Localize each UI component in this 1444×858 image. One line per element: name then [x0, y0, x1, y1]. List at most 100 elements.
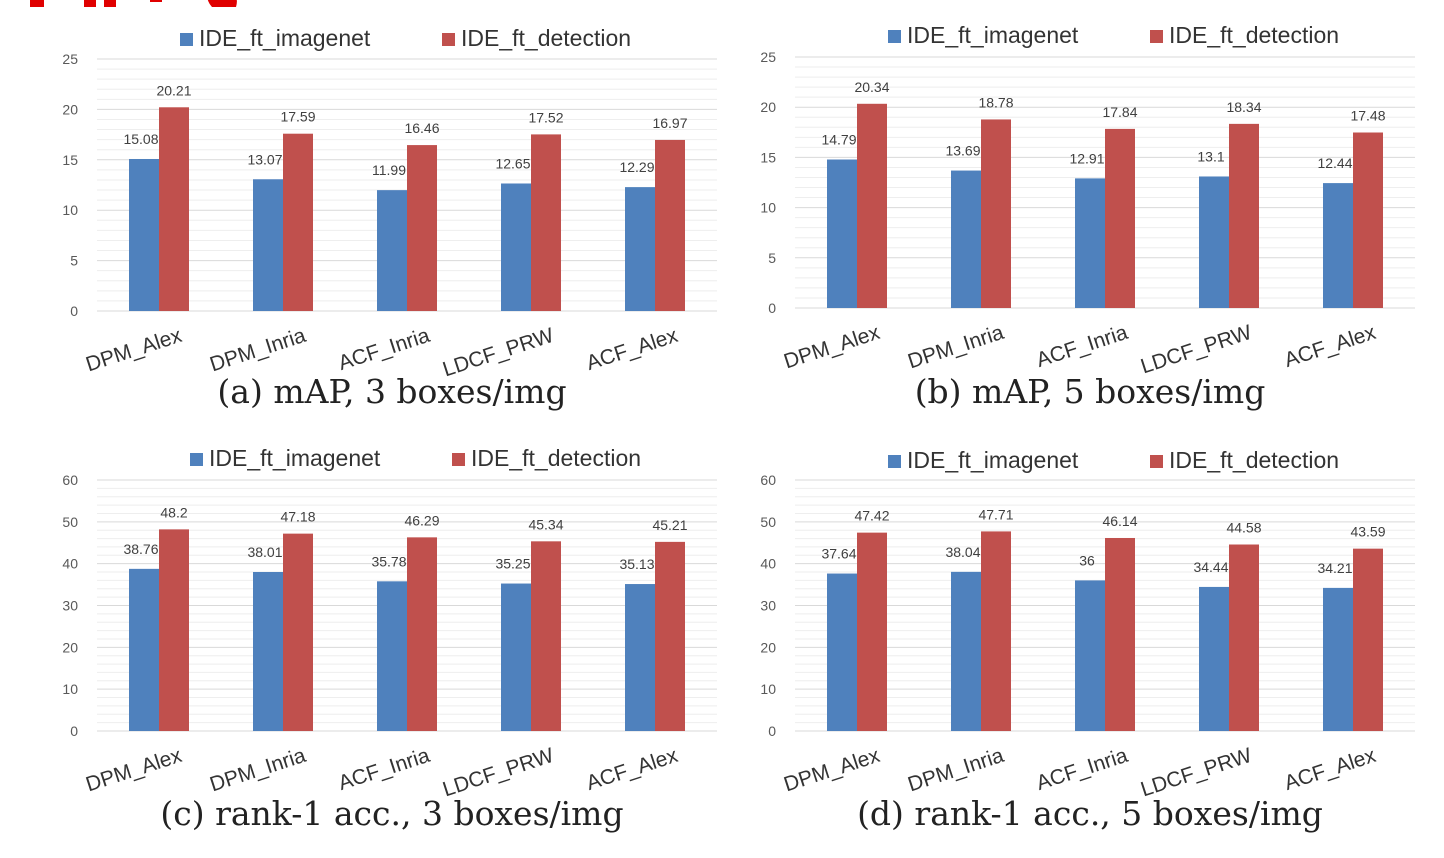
- y-tick-label: 5: [768, 250, 776, 266]
- y-tick-label: 30: [62, 598, 78, 614]
- chart-caption: (c) rank-1 acc., 3 boxes/img: [160, 794, 623, 833]
- legend-label: IDE_ft_imagenet: [907, 447, 1079, 473]
- y-tick-label: 0: [768, 300, 776, 316]
- bar: [655, 541, 685, 731]
- chart-caption: (a) mAP, 3 boxes/img: [217, 372, 566, 411]
- legend-label: IDE_ft_imagenet: [209, 445, 381, 471]
- y-tick-label: 0: [70, 303, 78, 319]
- data-label: 38.04: [945, 544, 980, 560]
- bar: [1199, 586, 1229, 731]
- data-label: 18.34: [1226, 99, 1261, 115]
- legend-label: IDE_ft_detection: [1169, 22, 1339, 48]
- data-label: 13.07: [247, 151, 282, 167]
- y-tick-label: 25: [62, 51, 78, 67]
- data-label: 13.69: [945, 143, 980, 159]
- bar: [1105, 128, 1135, 308]
- data-label: 11.99: [372, 162, 406, 178]
- series-2: 20.34 18.78 17.84 18.34 17.48: [854, 79, 1386, 309]
- legend-label: IDE_ft_imagenet: [907, 22, 1079, 48]
- legend-swatch: [180, 33, 193, 46]
- data-label: 47.18: [280, 509, 315, 525]
- y-tick-label: 40: [62, 556, 78, 572]
- category-label: ACF_Alex: [1282, 744, 1379, 795]
- bar: [981, 531, 1011, 731]
- bar: [827, 573, 857, 731]
- y-tick-label: 20: [62, 639, 78, 655]
- legend-label: IDE_ft_imagenet: [199, 25, 371, 51]
- cropped-heading-fragment: [30, 0, 237, 7]
- legend-label: IDE_ft_detection: [1169, 447, 1339, 473]
- data-label: 47.42: [854, 508, 889, 524]
- bar: [1199, 176, 1229, 308]
- series-1: 37.64 38.04 36 34.44 34.21: [821, 544, 1353, 731]
- category-label: DPM_Alex: [781, 744, 883, 797]
- data-label: 15.08: [123, 131, 158, 147]
- y-tick-label: 10: [62, 202, 78, 218]
- y-tick-label: 10: [760, 681, 776, 697]
- legend: IDE_ft_imagenet IDE_ft_detection: [888, 447, 1339, 473]
- bar: [1075, 580, 1105, 731]
- data-label: 12.44: [1317, 155, 1352, 171]
- bar: [159, 107, 189, 311]
- data-label: 14.79: [821, 132, 856, 148]
- y-tick-label: 60: [62, 472, 78, 488]
- bar: [1353, 548, 1383, 731]
- data-label: 37.64: [821, 546, 856, 562]
- bar: [377, 581, 407, 731]
- y-tick-label: 50: [760, 514, 776, 530]
- y-tick-label: 20: [760, 639, 776, 655]
- data-label: 16.46: [404, 120, 439, 136]
- bar: [1353, 132, 1383, 308]
- legend-swatch: [452, 453, 465, 466]
- y-tick-label: 30: [760, 598, 776, 614]
- bar: [981, 119, 1011, 309]
- category-label: ACF_Inria: [336, 744, 433, 795]
- y-tick-label: 20: [62, 101, 78, 117]
- data-label: 18.78: [978, 94, 1013, 110]
- bar: [283, 533, 313, 731]
- data-label: 16.97: [652, 115, 687, 131]
- bar: [827, 159, 857, 308]
- legend-swatch: [1150, 455, 1163, 468]
- data-label: 36: [1079, 552, 1095, 568]
- category-label: LDCF_PRW: [440, 744, 557, 802]
- data-label: 45.21: [652, 517, 687, 533]
- y-tick-label: 20: [760, 99, 776, 115]
- data-label: 12.91: [1069, 150, 1104, 166]
- series-2: 48.2 47.18 46.29 45.34 45.21: [159, 504, 688, 731]
- series-1: 38.76 38.01 35.78 35.25 35.13: [123, 541, 655, 731]
- data-label: 35.78: [371, 553, 406, 569]
- bar: [407, 145, 437, 311]
- category-label: DPM_Inria: [207, 744, 309, 797]
- data-label: 34.44: [1193, 559, 1228, 575]
- bar: [1075, 178, 1105, 308]
- series-2: 47.42 47.71 46.14 44.58 43.59: [854, 506, 1386, 731]
- data-label: 17.52: [528, 109, 563, 125]
- data-label: 46.14: [1102, 513, 1137, 529]
- y-tick-label: 50: [62, 514, 78, 530]
- data-label: 17.84: [1102, 104, 1137, 120]
- bar: [951, 170, 981, 308]
- category-label: LDCF_PRW: [1138, 744, 1255, 802]
- bar: [159, 529, 189, 731]
- bar: [531, 541, 561, 731]
- y-tick-label: 5: [70, 253, 78, 269]
- bar: [129, 158, 159, 311]
- bar: [1229, 123, 1259, 309]
- data-label: 20.21: [156, 82, 191, 98]
- chart-panel-2: 0 5 10 15 20 25 14.79 13.69 12.91 13.1 12.44 20.34 1…: [760, 22, 1415, 411]
- category-label: ACF_Inria: [336, 324, 433, 375]
- category-label: DPM_Alex: [83, 324, 185, 377]
- legend: IDE_ft_imagenet IDE_ft_detection: [888, 22, 1339, 48]
- category-label: ACF_Alex: [584, 324, 681, 375]
- y-tick-label: 25: [760, 49, 776, 65]
- bar: [253, 571, 283, 731]
- data-label: 38.76: [123, 541, 158, 557]
- data-label: 35.25: [495, 556, 530, 572]
- legend-label: IDE_ft_detection: [461, 25, 631, 51]
- data-label: 17.48: [1350, 108, 1385, 124]
- category-label: DPM_Inria: [905, 744, 1007, 797]
